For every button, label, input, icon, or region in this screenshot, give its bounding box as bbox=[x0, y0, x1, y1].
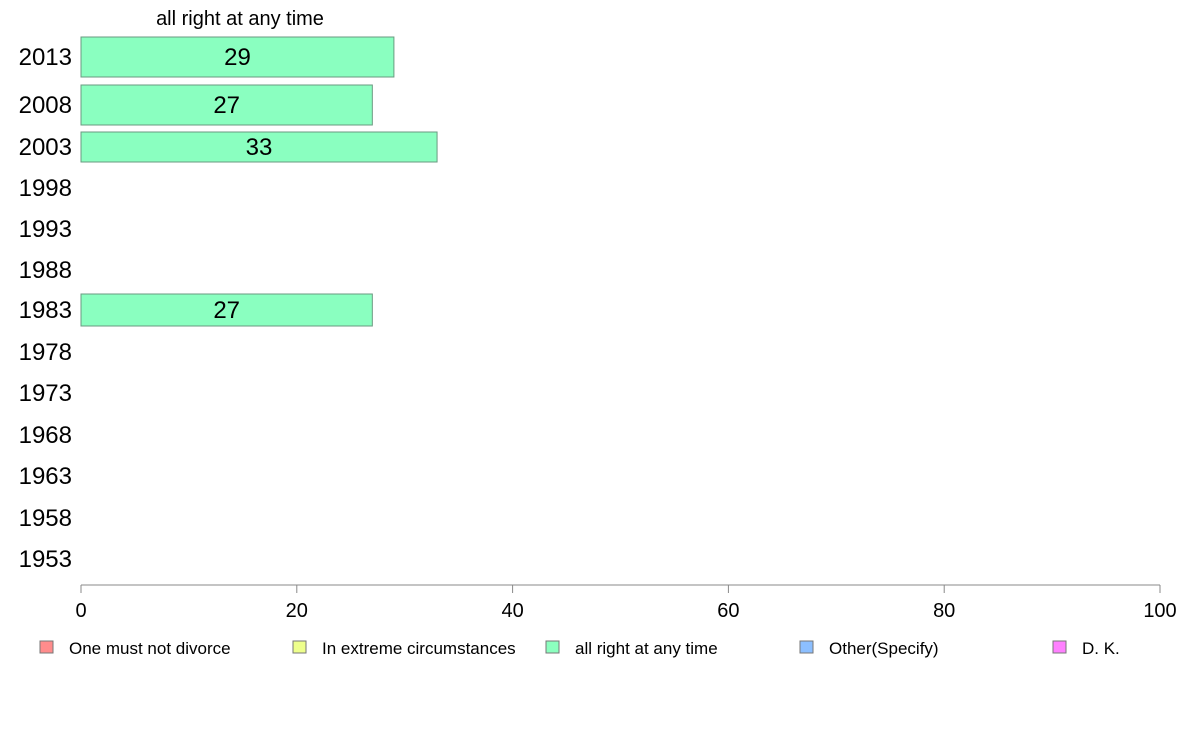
year-label-2003: 2003 bbox=[19, 134, 72, 161]
year-label-1993: 1993 bbox=[19, 216, 72, 243]
legend-swatch-4 bbox=[1052, 640, 1067, 654]
series-title: all right at any time bbox=[156, 8, 324, 30]
bar-value-label-2003: 33 bbox=[246, 134, 273, 161]
year-label-1953: 1953 bbox=[19, 546, 72, 573]
x-tick-label-80: 80 bbox=[933, 600, 955, 622]
legend-swatch-1 bbox=[292, 640, 307, 654]
legend-label-2: all right at any time bbox=[575, 639, 718, 658]
x-tick-label-60: 60 bbox=[717, 600, 739, 622]
bar-2008 bbox=[80, 84, 373, 126]
year-label-2013: 2013 bbox=[19, 44, 72, 71]
year-label-1968: 1968 bbox=[19, 422, 72, 449]
legend-swatch-2 bbox=[545, 640, 560, 654]
bar-value-label-2013: 29 bbox=[224, 44, 251, 71]
legend-swatch-0 bbox=[39, 640, 54, 654]
x-tick-label-20: 20 bbox=[286, 600, 308, 622]
year-label-1963: 1963 bbox=[19, 463, 72, 490]
bar-2003 bbox=[80, 131, 438, 163]
legend-label-0: One must not divorce bbox=[69, 639, 231, 658]
legend: One must not divorce In extreme circumsta… bbox=[39, 639, 1120, 658]
x-tick-label-0: 0 bbox=[75, 600, 86, 622]
x-tick-label-100: 100 bbox=[1143, 600, 1176, 622]
legend-label-3: Other(Specify) bbox=[829, 639, 939, 658]
year-label-1958: 1958 bbox=[19, 505, 72, 532]
x-tick-label-40: 40 bbox=[501, 600, 523, 622]
year-label-1998: 1998 bbox=[19, 175, 72, 202]
legend-swatch-3 bbox=[799, 640, 814, 654]
x-axis: 0 20 40 60 80 100 bbox=[75, 584, 1177, 622]
year-label-1978: 1978 bbox=[19, 339, 72, 366]
bar-value-label-1983: 27 bbox=[213, 297, 240, 324]
year-label-1973: 1973 bbox=[19, 380, 72, 407]
year-labels: 2013 2008 2003 1998 1993 1988 1983 1978 1973 1968… bbox=[19, 44, 72, 573]
legend-label-4: D. K. bbox=[1082, 639, 1120, 658]
year-label-1988: 1988 bbox=[19, 257, 72, 284]
bar-value-label-2008: 27 bbox=[213, 92, 240, 119]
year-label-2008: 2008 bbox=[19, 92, 72, 119]
bar-2013 bbox=[80, 36, 395, 78]
bar-1983 bbox=[80, 293, 373, 327]
year-label-1983: 1983 bbox=[19, 297, 72, 324]
legend-label-1: In extreme circumstances bbox=[322, 639, 516, 658]
